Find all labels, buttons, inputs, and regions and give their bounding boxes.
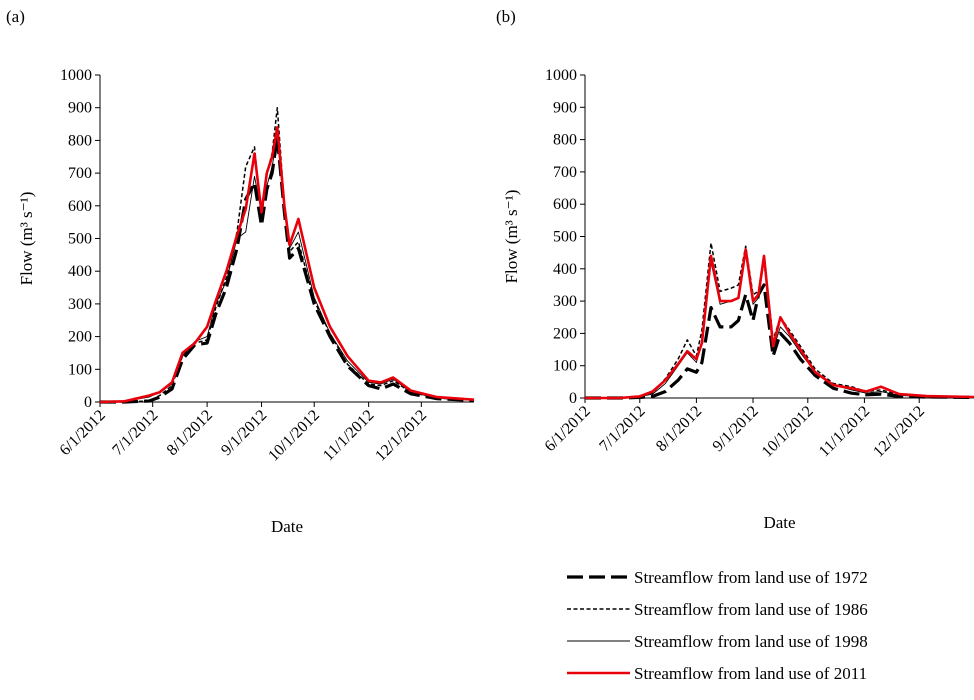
- y-tick-label: 300: [553, 293, 577, 310]
- x-tick-label: 6/1/2012: [57, 407, 109, 459]
- y-tick-label: 700: [68, 165, 92, 182]
- y-tick-label: 200: [68, 329, 92, 346]
- panel-a-chart: 0 100 200 300 400 500 600 700 800 900 1000 6/1/2012…: [17, 67, 475, 536]
- y-tick-label: 0: [569, 390, 577, 407]
- x-axis-title: Date: [763, 513, 795, 532]
- legend-label: Streamflow from land use of 1998: [634, 632, 868, 651]
- y-tick-label: 600: [68, 198, 92, 215]
- x-tick-label: 6/1/2012: [542, 403, 594, 455]
- y-tick-label: 1000: [545, 67, 577, 84]
- x-tick-label: 10/1/2012: [759, 403, 817, 461]
- x-tick-label: 12/1/2012: [870, 403, 928, 461]
- panel-b-chart: 0 100 200 300 400 500 600 700 800 900 1000 6/1/2012…: [502, 67, 974, 532]
- x-tick-label: 9/1/2012: [218, 407, 270, 459]
- legend: Streamflow from land use of 1972 Streamfl…: [567, 568, 868, 683]
- y-tick-label: 500: [68, 231, 92, 248]
- panel-a-label: (a): [6, 7, 25, 26]
- y-tick-label: 0: [84, 394, 92, 411]
- x-tick-label: 12/1/2012: [372, 407, 430, 465]
- x-tick-label: 10/1/2012: [265, 407, 323, 465]
- legend-label: Streamflow from land use of 1986: [634, 600, 868, 619]
- y-tick-label: 200: [553, 325, 577, 342]
- y-axis-title: Flow (m³ s⁻¹): [17, 192, 36, 286]
- x-axis-title: Date: [271, 517, 303, 536]
- y-tick-label: 300: [68, 296, 92, 313]
- y-tick-label: 500: [553, 229, 577, 246]
- y-tick-label: 900: [553, 99, 577, 116]
- x-tick-label: 7/1/2012: [109, 407, 161, 459]
- legend-label: Streamflow from land use of 2011: [634, 664, 867, 683]
- x-tick-label: 11/1/2012: [816, 403, 873, 460]
- y-tick-label: 100: [553, 358, 577, 375]
- panel-b-label: (b): [496, 7, 516, 26]
- y-tick-label: 400: [553, 261, 577, 278]
- x-tick-label: 7/1/2012: [596, 403, 648, 455]
- series-line-1972: [100, 135, 475, 404]
- y-tick-label: 800: [68, 132, 92, 149]
- legend-label: Streamflow from land use of 1972: [634, 568, 868, 587]
- series-line-1972: [585, 283, 974, 400]
- y-axis-title: Flow (m³ s⁻¹): [502, 190, 521, 284]
- series-line-1998: [585, 252, 974, 399]
- y-tick-label: 400: [68, 263, 92, 280]
- y-tick-label: 800: [553, 132, 577, 149]
- series-line-2011: [585, 248, 974, 400]
- y-tick-label: 100: [68, 361, 92, 378]
- y-tick-label: 600: [553, 196, 577, 213]
- y-tick-label: 700: [553, 164, 577, 181]
- y-tick-label: 1000: [60, 67, 92, 84]
- series-line-2011: [99, 126, 475, 404]
- x-tick-label: 11/1/2012: [320, 407, 377, 464]
- series-line-1998: [99, 136, 475, 403]
- series-line-1986: [100, 106, 475, 403]
- x-tick-label: 8/1/2012: [164, 407, 216, 459]
- x-tick-label: 8/1/2012: [653, 403, 705, 455]
- y-tick-label: 900: [68, 100, 92, 117]
- x-tick-label: 9/1/2012: [710, 403, 762, 455]
